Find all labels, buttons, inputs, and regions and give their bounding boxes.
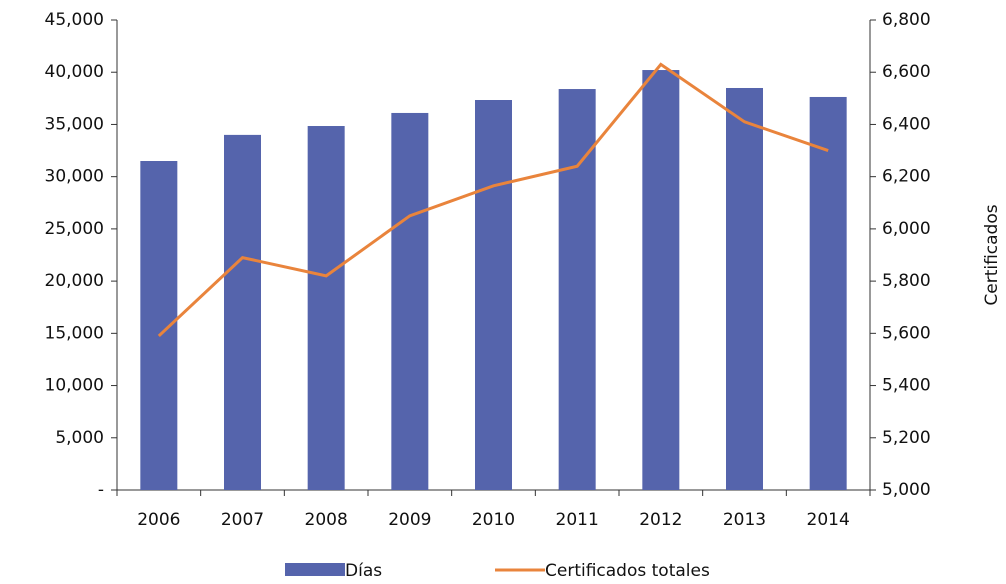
- y-tick-label: 45,000: [45, 10, 104, 30]
- y2-tick-label: 5,800: [882, 271, 931, 291]
- line: [157, 62, 829, 338]
- legend-label: Días: [345, 561, 382, 581]
- x-tick-label: 2006: [137, 510, 180, 530]
- y-tick-label: 35,000: [45, 114, 104, 134]
- y2-tick-label: 6,800: [882, 10, 931, 30]
- y-tick-label: 40,000: [45, 62, 104, 82]
- bar: [642, 70, 680, 490]
- bar: [391, 112, 429, 490]
- x-tick-label: 2007: [221, 510, 264, 530]
- y2-tick-label: 5,000: [882, 480, 931, 500]
- bar: [726, 87, 763, 490]
- y2-axis-label: Certificados: [982, 204, 1002, 305]
- y2-tick-label: 6,000: [882, 219, 931, 239]
- x-tick-label: 2011: [556, 510, 599, 530]
- bar: [475, 100, 512, 490]
- y2-tick-label: 5,200: [882, 428, 931, 448]
- x-tick-label: 2008: [305, 510, 348, 530]
- y-tick-label: 30,000: [45, 167, 104, 187]
- y-tick-label: 10,000: [45, 376, 104, 396]
- y-tick-label: 20,000: [45, 271, 104, 291]
- bar: [307, 126, 345, 490]
- y2-tick-label: 6,200: [882, 167, 931, 187]
- x-tick-label: 2013: [723, 510, 766, 530]
- x-tick-label: 2009: [388, 510, 431, 530]
- y-tick-label: 5,000: [55, 428, 104, 448]
- bar: [809, 96, 847, 490]
- bar: [558, 89, 596, 490]
- y2-tick-label: 6,600: [882, 62, 931, 82]
- y2-tick-label: 6,400: [882, 114, 931, 134]
- legend-swatch: [285, 563, 345, 576]
- y2-tick-label: 5,400: [882, 376, 931, 396]
- y-tick-label: 15,000: [45, 323, 104, 343]
- y2-tick-label: 5,600: [882, 323, 931, 343]
- y-tick-label: 25,000: [45, 219, 104, 239]
- x-tick-label: 2014: [807, 510, 850, 530]
- y-tick-label: -: [98, 480, 104, 500]
- bar: [224, 134, 261, 490]
- x-tick-label: 2012: [639, 510, 682, 530]
- legend-label: Certificados totales: [545, 561, 710, 581]
- x-tick-label: 2010: [472, 510, 515, 530]
